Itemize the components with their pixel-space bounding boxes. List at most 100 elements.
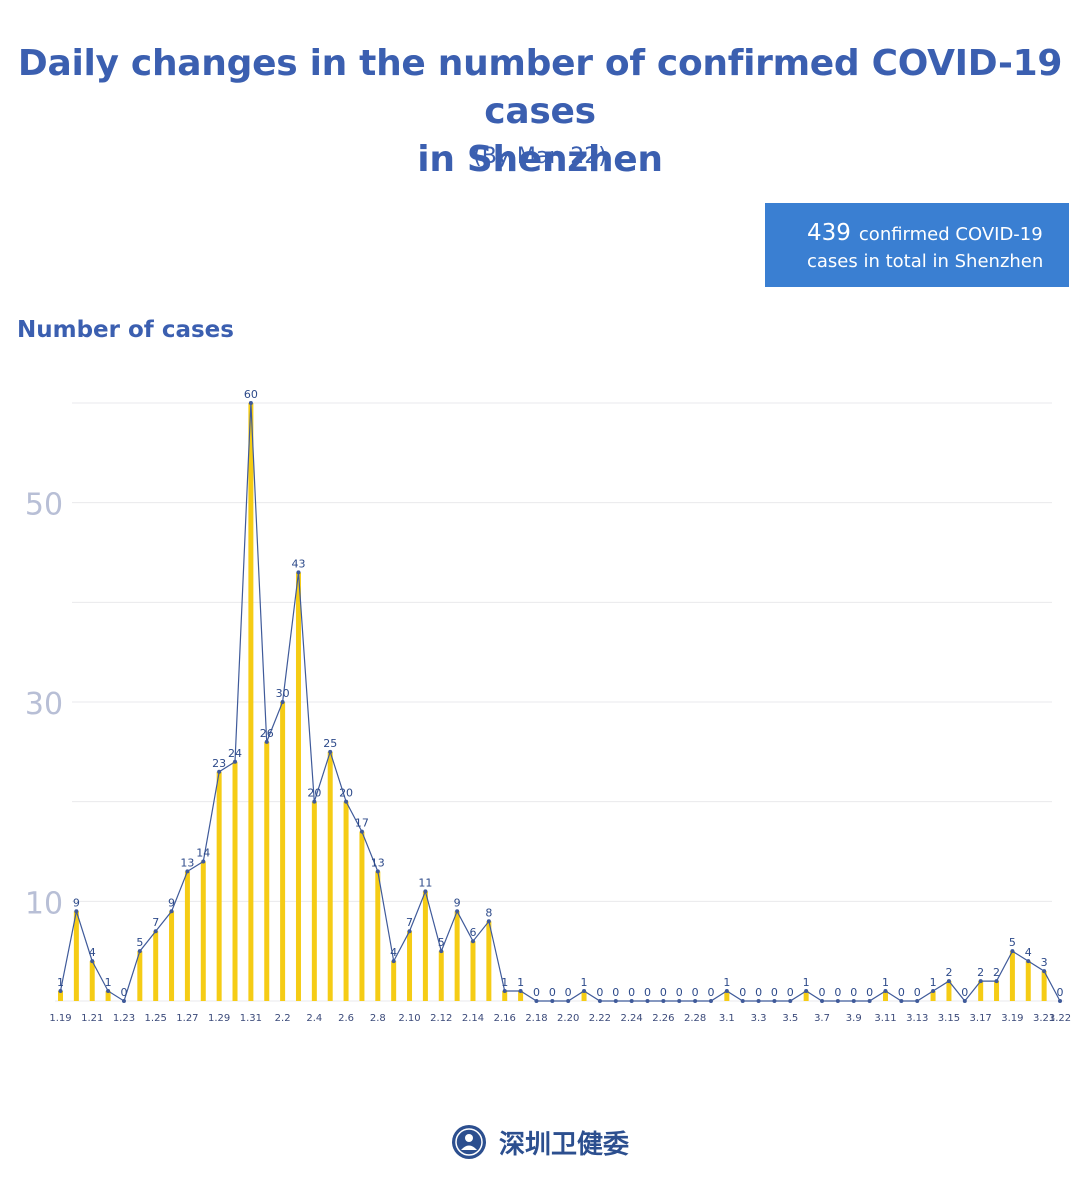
x-tick-label: 2.24 [621, 1013, 643, 1024]
bar [486, 921, 492, 1001]
data-point [502, 989, 507, 994]
bar [438, 951, 444, 1001]
data-point [597, 999, 602, 1003]
data-label: 9 [168, 896, 175, 909]
data-point [1042, 969, 1047, 974]
data-point [851, 999, 856, 1003]
bar [89, 961, 95, 1001]
data-point [645, 999, 650, 1003]
bar [1009, 951, 1015, 1001]
health-commission-seal-icon [451, 1125, 486, 1159]
total-cases-line-1: 439 confirmed COVID-19 [807, 220, 1069, 248]
x-tick-label: 1.31 [240, 1013, 262, 1024]
bar [407, 931, 413, 1001]
x-tick-label: 3.1 [719, 1013, 735, 1024]
bar [978, 981, 984, 1001]
x-tick-label: 2.22 [589, 1013, 611, 1024]
chart-title: Daily changes in the number of confirmed… [0, 40, 1080, 184]
x-tick-label: 2.2 [275, 1013, 291, 1024]
data-label: 0 [676, 986, 683, 999]
x-tick-label: 2.10 [398, 1013, 420, 1024]
data-label: 20 [307, 787, 321, 800]
total-cases-number: 439 [807, 220, 851, 246]
data-point [788, 999, 793, 1003]
data-point [820, 999, 825, 1003]
bar [1041, 971, 1047, 1001]
data-label: 0 [787, 986, 794, 999]
data-point [264, 739, 269, 744]
data-label: 13 [371, 856, 385, 869]
data-point [1058, 999, 1062, 1003]
data-label: 0 [914, 986, 921, 999]
x-tick-label: 3.5 [782, 1013, 798, 1024]
data-point [359, 829, 364, 834]
chart-subtitle: (By Mar. 22) [473, 144, 607, 169]
x-tick-label: 1.25 [145, 1013, 167, 1024]
bar [280, 702, 286, 1001]
data-label: 1 [501, 976, 508, 989]
data-label: 0 [565, 986, 572, 999]
data-point [613, 999, 618, 1003]
data-label: 14 [196, 846, 210, 859]
data-label: 0 [866, 986, 873, 999]
data-label: 5 [438, 936, 445, 949]
data-label: 20 [339, 787, 353, 800]
data-label: 0 [660, 986, 667, 999]
footer-org-name: 深圳卫健委 [498, 1129, 629, 1160]
data-label: 5 [136, 936, 143, 949]
data-label: 0 [628, 986, 635, 999]
data-label: 1 [723, 976, 730, 989]
data-label: 0 [1057, 986, 1064, 999]
data-point [804, 989, 809, 994]
data-point [724, 989, 729, 994]
x-tick-label: 1.29 [208, 1013, 230, 1024]
total-cases-label-2: cases in total in Shenzhen [807, 251, 1044, 272]
data-point [550, 999, 555, 1003]
bar [375, 871, 381, 1001]
data-point [121, 999, 126, 1003]
data-label: 43 [291, 557, 305, 570]
data-point [74, 909, 79, 914]
data-label: 0 [596, 986, 603, 999]
data-label: 1 [57, 976, 64, 989]
data-label: 1 [930, 976, 937, 989]
data-point [280, 700, 285, 704]
x-tick-label: 3.21 [1033, 1013, 1055, 1024]
data-point [582, 989, 587, 994]
data-point [185, 869, 190, 874]
data-point [566, 999, 571, 1003]
data-label: 13 [180, 856, 194, 869]
bar [343, 801, 349, 1001]
data-point [169, 909, 174, 914]
series-line [59, 402, 1061, 1002]
bar [311, 801, 317, 1001]
data-label: 2 [977, 966, 984, 979]
bar [216, 771, 222, 1001]
data-point [693, 999, 698, 1003]
data-point [344, 799, 349, 804]
x-tick-label: 2.16 [494, 1013, 516, 1024]
data-point [835, 999, 840, 1003]
bar [232, 761, 238, 1001]
x-tick-label: 2.8 [370, 1013, 386, 1024]
x-tick-label: 3.9 [846, 1013, 862, 1024]
data-point [867, 999, 872, 1003]
data-point [137, 949, 142, 954]
data-label: 7 [406, 916, 413, 929]
bar [422, 891, 428, 1001]
data-point [391, 959, 396, 964]
data-label: 23 [212, 757, 226, 770]
data-label: 0 [961, 986, 968, 999]
data-label: 25 [323, 737, 337, 750]
bar [803, 991, 809, 1001]
x-tick-label: 3.13 [906, 1013, 928, 1024]
y-tick-label: 30 [25, 687, 63, 722]
data-label: 60 [244, 388, 258, 401]
data-point [312, 799, 317, 804]
bar [169, 911, 175, 1001]
data-label: 11 [418, 876, 432, 889]
x-tick-label: 1.19 [49, 1013, 71, 1024]
y-tick-label: 50 [25, 488, 63, 523]
total-cases-box: 439 confirmed COVID-19 cases in total in … [765, 203, 1069, 287]
